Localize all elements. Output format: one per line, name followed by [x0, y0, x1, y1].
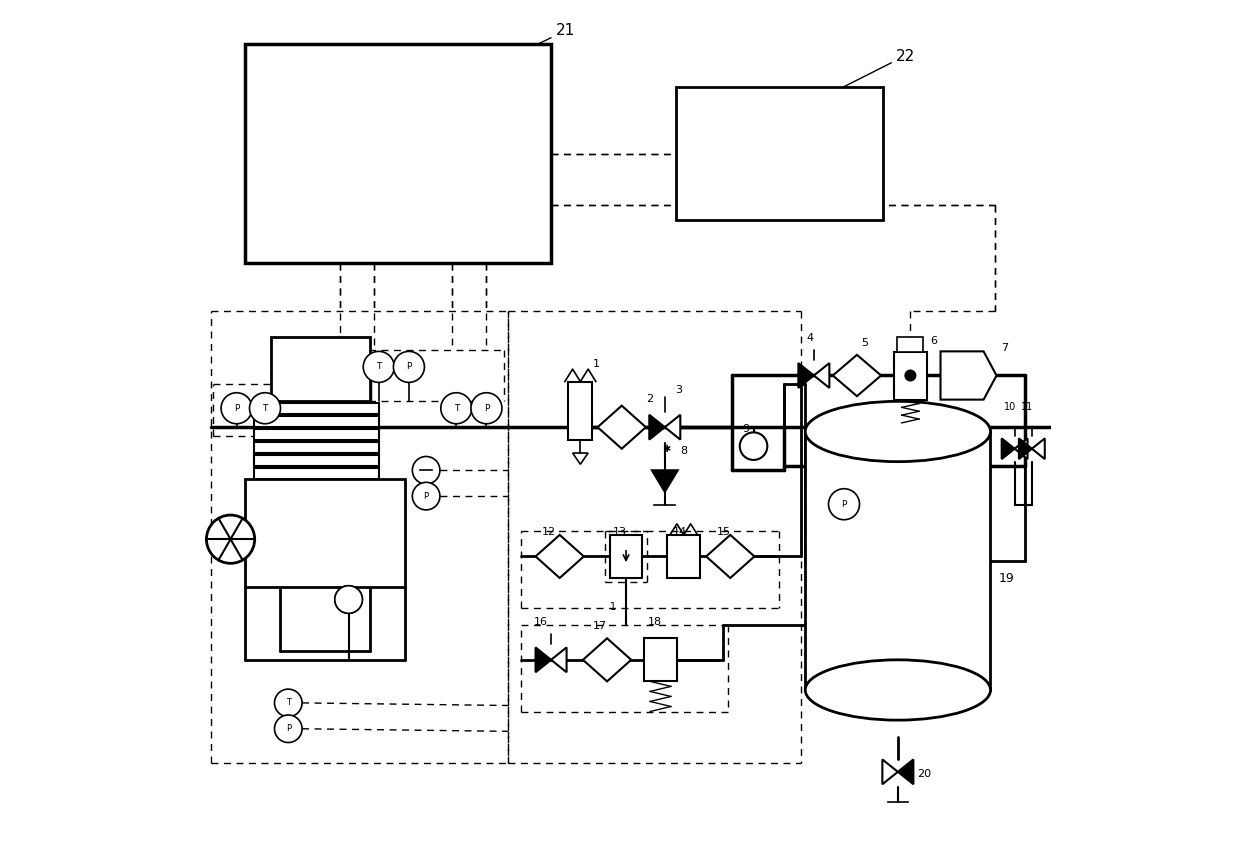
Text: 15: 15 [717, 526, 730, 537]
Text: 14: 14 [673, 526, 687, 537]
Text: T: T [263, 404, 268, 413]
Bar [942, 356, 977, 394]
Text: 5: 5 [862, 338, 868, 348]
Circle shape [335, 586, 362, 614]
Bar [254, 429, 378, 440]
Bar [667, 535, 701, 578]
Text: T: T [285, 698, 290, 708]
Text: 22: 22 [895, 49, 915, 64]
Text: 20: 20 [916, 769, 931, 778]
Bar [610, 535, 642, 578]
Polygon shape [940, 351, 997, 400]
Bar [254, 403, 378, 414]
Text: 4: 4 [806, 333, 813, 343]
Circle shape [274, 715, 303, 742]
Circle shape [471, 393, 502, 424]
Text: 17: 17 [593, 621, 608, 632]
Polygon shape [1014, 438, 1028, 459]
Polygon shape [536, 535, 584, 578]
Text: 1: 1 [610, 602, 616, 612]
Text: 9: 9 [742, 424, 749, 434]
Text: P: P [234, 404, 239, 413]
Polygon shape [583, 639, 631, 682]
Text: 21: 21 [556, 23, 574, 38]
Ellipse shape [805, 660, 991, 720]
Bar [568, 381, 593, 440]
Text: 8: 8 [681, 446, 687, 457]
Polygon shape [1019, 438, 1032, 459]
Text: 3: 3 [675, 385, 682, 395]
Polygon shape [813, 363, 830, 387]
Text: 19: 19 [999, 572, 1014, 585]
Text: 6: 6 [930, 336, 937, 346]
Text: 10: 10 [1004, 401, 1017, 412]
Circle shape [905, 370, 915, 381]
Circle shape [740, 432, 768, 460]
Bar [676, 87, 883, 220]
Text: 1: 1 [593, 359, 599, 369]
Text: 13: 13 [613, 526, 627, 537]
Polygon shape [665, 415, 681, 439]
Text: P: P [841, 500, 847, 508]
Text: P: P [407, 362, 412, 371]
Polygon shape [536, 647, 551, 672]
Polygon shape [650, 415, 665, 439]
Polygon shape [551, 647, 567, 672]
Text: 12: 12 [542, 526, 556, 537]
Circle shape [206, 515, 254, 564]
Ellipse shape [805, 401, 991, 462]
Text: T: T [454, 404, 459, 413]
Polygon shape [833, 355, 882, 396]
Bar [254, 442, 378, 453]
Circle shape [393, 351, 424, 382]
Polygon shape [1002, 438, 1014, 459]
Text: ✱: ✱ [662, 444, 671, 454]
Polygon shape [652, 470, 678, 492]
Text: P: P [484, 404, 489, 413]
Circle shape [413, 457, 440, 484]
Text: P: P [285, 724, 291, 734]
Circle shape [413, 482, 440, 510]
Text: 16: 16 [533, 617, 548, 627]
Circle shape [221, 393, 252, 424]
Bar [254, 455, 378, 466]
Text: P: P [424, 492, 429, 501]
Polygon shape [573, 453, 588, 464]
Circle shape [440, 393, 471, 424]
Text: 11: 11 [1022, 401, 1034, 412]
Circle shape [249, 393, 280, 424]
Polygon shape [883, 759, 898, 784]
Bar [644, 639, 677, 682]
Text: 18: 18 [647, 617, 661, 627]
Bar [898, 337, 924, 352]
Circle shape [828, 488, 859, 520]
Text: T: T [376, 362, 382, 371]
Bar [272, 337, 370, 401]
Circle shape [335, 586, 362, 614]
Polygon shape [706, 535, 754, 578]
Text: 2: 2 [646, 394, 653, 404]
Bar [894, 352, 926, 400]
Polygon shape [1032, 438, 1045, 459]
Circle shape [363, 351, 394, 382]
Text: 7: 7 [1001, 343, 1008, 353]
Polygon shape [799, 363, 813, 387]
Bar [246, 44, 551, 263]
Circle shape [274, 690, 303, 716]
Bar [254, 416, 378, 427]
Bar [254, 468, 378, 479]
Bar [805, 432, 991, 690]
Polygon shape [598, 406, 646, 449]
Polygon shape [898, 759, 914, 784]
Bar [246, 479, 404, 587]
